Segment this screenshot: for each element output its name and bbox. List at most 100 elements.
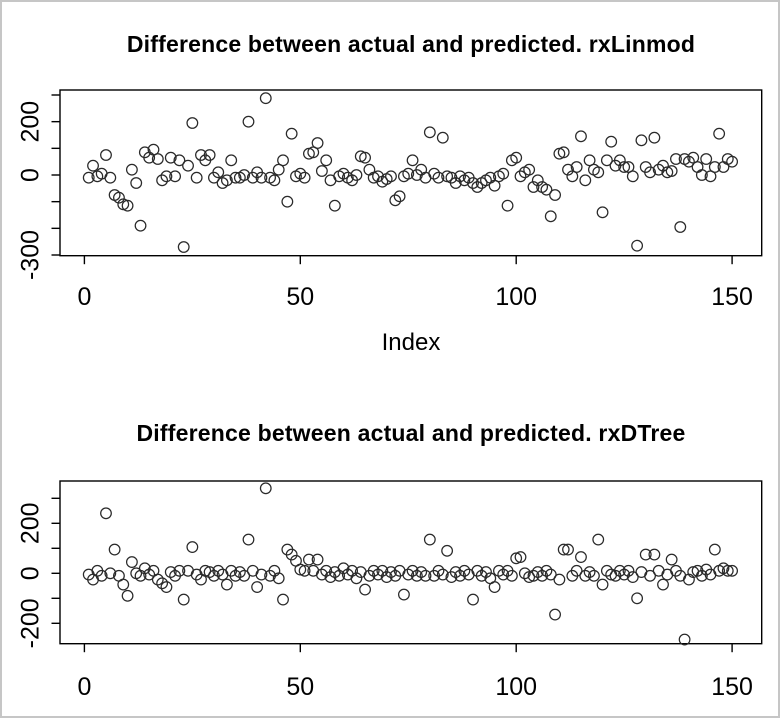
data-point [108,543,121,556]
data-point [402,167,415,180]
x-tick-label: 100 [495,673,537,701]
data-point [540,564,553,577]
data-point [212,564,225,577]
data-point [467,177,479,189]
plot-frame [59,89,763,257]
y-tick-label: 0 [17,566,45,580]
data-point [87,159,99,172]
data-point [557,543,570,556]
data-point [441,544,454,557]
data-point [169,170,182,183]
data-point [298,171,311,184]
data-point [540,183,553,196]
data-point [613,154,626,167]
data-point [549,608,561,621]
data-point [657,578,669,591]
data-point [311,553,324,566]
data-point [138,562,151,575]
data-point [670,153,682,165]
data-point [402,568,415,581]
data-point [410,569,423,582]
data-point [618,568,631,581]
data-point [104,567,117,580]
data-point [553,573,566,586]
data-point [626,170,639,183]
data-point [505,569,518,582]
data-point [398,588,410,601]
data-point [255,568,268,581]
data-point [225,154,238,167]
data-point [635,134,648,147]
data-point [562,543,574,556]
data-point [523,163,536,176]
data-point [233,566,246,578]
data-point [436,131,449,144]
data-point [488,581,501,593]
data-point [639,548,652,561]
data-point [229,569,242,582]
data-point [320,154,333,167]
data-point [458,564,471,577]
data-point [549,189,561,201]
plot1-title: Difference between actual and predicted.… [126,31,696,57]
data-point [259,482,272,495]
data-point [592,533,605,546]
data-point [294,167,307,180]
data-point [575,130,587,143]
data-point [618,161,631,173]
data-point [272,572,285,585]
data-point [95,569,108,582]
data-point [134,219,147,232]
data-point [160,170,173,183]
data-point [527,181,540,193]
data-point [125,163,138,176]
data-point [428,167,441,180]
data-point [117,578,130,591]
data-point [328,199,341,212]
data-point [121,199,134,212]
data-point [303,553,315,566]
data-point [285,127,298,140]
data-point [648,131,661,144]
data-point [613,564,626,577]
data-point [708,161,721,173]
y-tick-label: 200 [17,101,45,143]
data-point [596,206,609,219]
data-point [156,577,169,590]
data-point [570,161,583,173]
data-point [674,221,687,233]
data-point [579,174,592,187]
data-point [467,593,479,606]
data-point [315,568,328,581]
data-point [726,155,739,168]
data-point [164,566,177,578]
data-point [493,564,505,577]
data-point [665,553,678,566]
data-point [631,239,644,252]
data-point [385,170,397,183]
data-point [367,564,380,577]
data-point [695,169,708,181]
x-tick-label: 50 [286,283,314,311]
data-point [82,171,95,184]
data-point [570,564,583,577]
data-point [242,115,255,128]
data-point [592,166,605,179]
data-point [497,568,510,581]
data-point [151,573,164,586]
data-point [359,583,371,596]
data-point [182,159,194,172]
data-point [277,154,289,167]
plot-frame [59,480,763,645]
y-tick-label: -300 [17,230,45,280]
data-point [587,569,600,582]
data-point [721,564,734,577]
data-point [337,562,350,575]
data-point [514,170,527,183]
data-point [100,149,112,161]
data-point [531,174,544,187]
data-point [177,241,190,253]
data-point [579,569,592,582]
data-point [220,578,233,591]
